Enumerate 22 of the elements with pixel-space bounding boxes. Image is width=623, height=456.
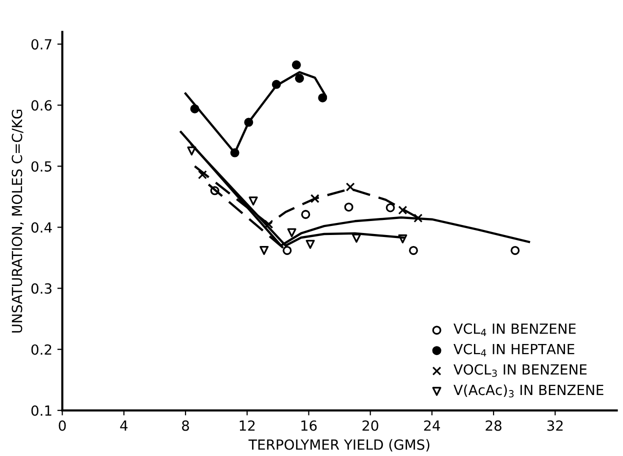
x-tick-label: 28 — [486, 420, 502, 431]
x-tick-label: 12 — [240, 420, 255, 431]
y-tick-label: 0.6 — [31, 100, 52, 111]
legend-label: V(AcAc)$_{3}$ IN BENZENE — [454, 384, 604, 398]
y-axis-title: UNSATURATION, MOLES C=C/KG — [12, 110, 24, 333]
y-tick-label: 0.1 — [31, 405, 52, 416]
x-tick-label: 0 — [58, 420, 66, 431]
y-tick-label: 0.4 — [31, 222, 52, 233]
y-tick-label: 0.3 — [31, 283, 52, 294]
y-tick-label: 0.5 — [31, 161, 52, 172]
legend-label: VCL$_{4}$ IN HEPTANE — [454, 344, 574, 356]
x-axis-title: TERPOLYMER YIELD (GMS) — [248, 439, 430, 452]
x-tick-label: 8 — [182, 420, 189, 431]
legend-label: VOCL$_{3}$ IN BENZENE — [454, 364, 587, 377]
x-tick-label: 32 — [547, 420, 563, 431]
y-tick-label: 0.2 — [31, 344, 52, 355]
x-tick-label: 4 — [120, 420, 128, 431]
x-tick-label: 16 — [301, 420, 317, 431]
y-tick-label: 0.7 — [31, 39, 52, 50]
legend-label: VCL$_{4}$ IN BENZENE — [454, 323, 576, 336]
x-tick-label: 20 — [362, 420, 378, 431]
x-tick-label: 24 — [424, 420, 440, 431]
